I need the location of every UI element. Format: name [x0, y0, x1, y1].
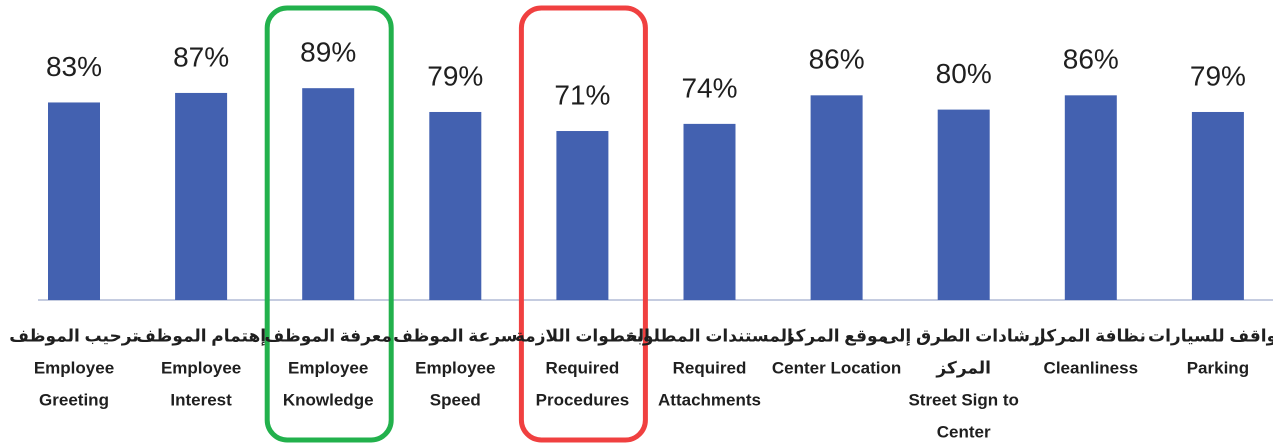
category-label: سرعة الموظف — [393, 326, 517, 346]
category-label: Knowledge — [283, 390, 374, 409]
category-label: Parking — [1187, 358, 1249, 377]
category-label: إهتمام الموظف — [136, 326, 266, 346]
category-label: Required — [546, 358, 620, 377]
category-label: Attachments — [658, 390, 761, 409]
category-label: المركز — [935, 358, 991, 378]
category-label: ارشادات الطرق إلى — [882, 326, 1046, 346]
category-label: الخطوات اللازمة — [515, 326, 650, 346]
category-label: ترحيب الموظف — [9, 326, 138, 346]
category-label: Center Location — [772, 358, 901, 377]
highlight-box — [264, 5, 394, 443]
category-label: Required — [673, 358, 747, 377]
category-label: موقع المركز — [784, 326, 888, 346]
category-label: Speed — [430, 390, 481, 409]
value-label: 83% — [46, 51, 102, 82]
category-label: Employee — [161, 358, 241, 377]
bar — [1064, 95, 1117, 300]
category-label: Center — [937, 422, 991, 441]
bar — [683, 123, 736, 300]
category-label: مواقف للسيارات — [1148, 326, 1273, 346]
category-label: Procedures — [536, 390, 630, 409]
value-label: 89% — [300, 37, 356, 68]
bar — [556, 131, 609, 300]
category-label: Interest — [170, 390, 232, 409]
bar — [175, 92, 228, 300]
category-label: Employee — [415, 358, 495, 377]
bar — [48, 102, 100, 301]
value-label: 79% — [1190, 60, 1246, 91]
category-label: نظافة المركز — [1035, 326, 1146, 346]
bar — [429, 111, 482, 300]
bar — [302, 88, 355, 301]
value-label: 79% — [427, 60, 483, 91]
category-label: المستندات المطلوبة — [626, 326, 793, 346]
value-label: 80% — [936, 58, 992, 89]
value-label: 86% — [1063, 44, 1119, 75]
category-label: Employee — [34, 358, 114, 377]
value-label: 71% — [554, 79, 610, 110]
category-label: معرفة الموظف — [265, 326, 392, 346]
value-label: 86% — [809, 44, 865, 75]
bar — [1191, 111, 1244, 300]
category-label: Street Sign to — [908, 390, 1019, 409]
category-label: Employee — [288, 358, 368, 377]
category-label: Greeting — [39, 390, 109, 409]
value-label: 74% — [681, 72, 737, 103]
highlight-box — [518, 5, 648, 443]
bar — [810, 95, 863, 300]
bar — [937, 109, 990, 300]
value-label: 87% — [173, 41, 229, 72]
category-label: Cleanliness — [1044, 358, 1139, 377]
